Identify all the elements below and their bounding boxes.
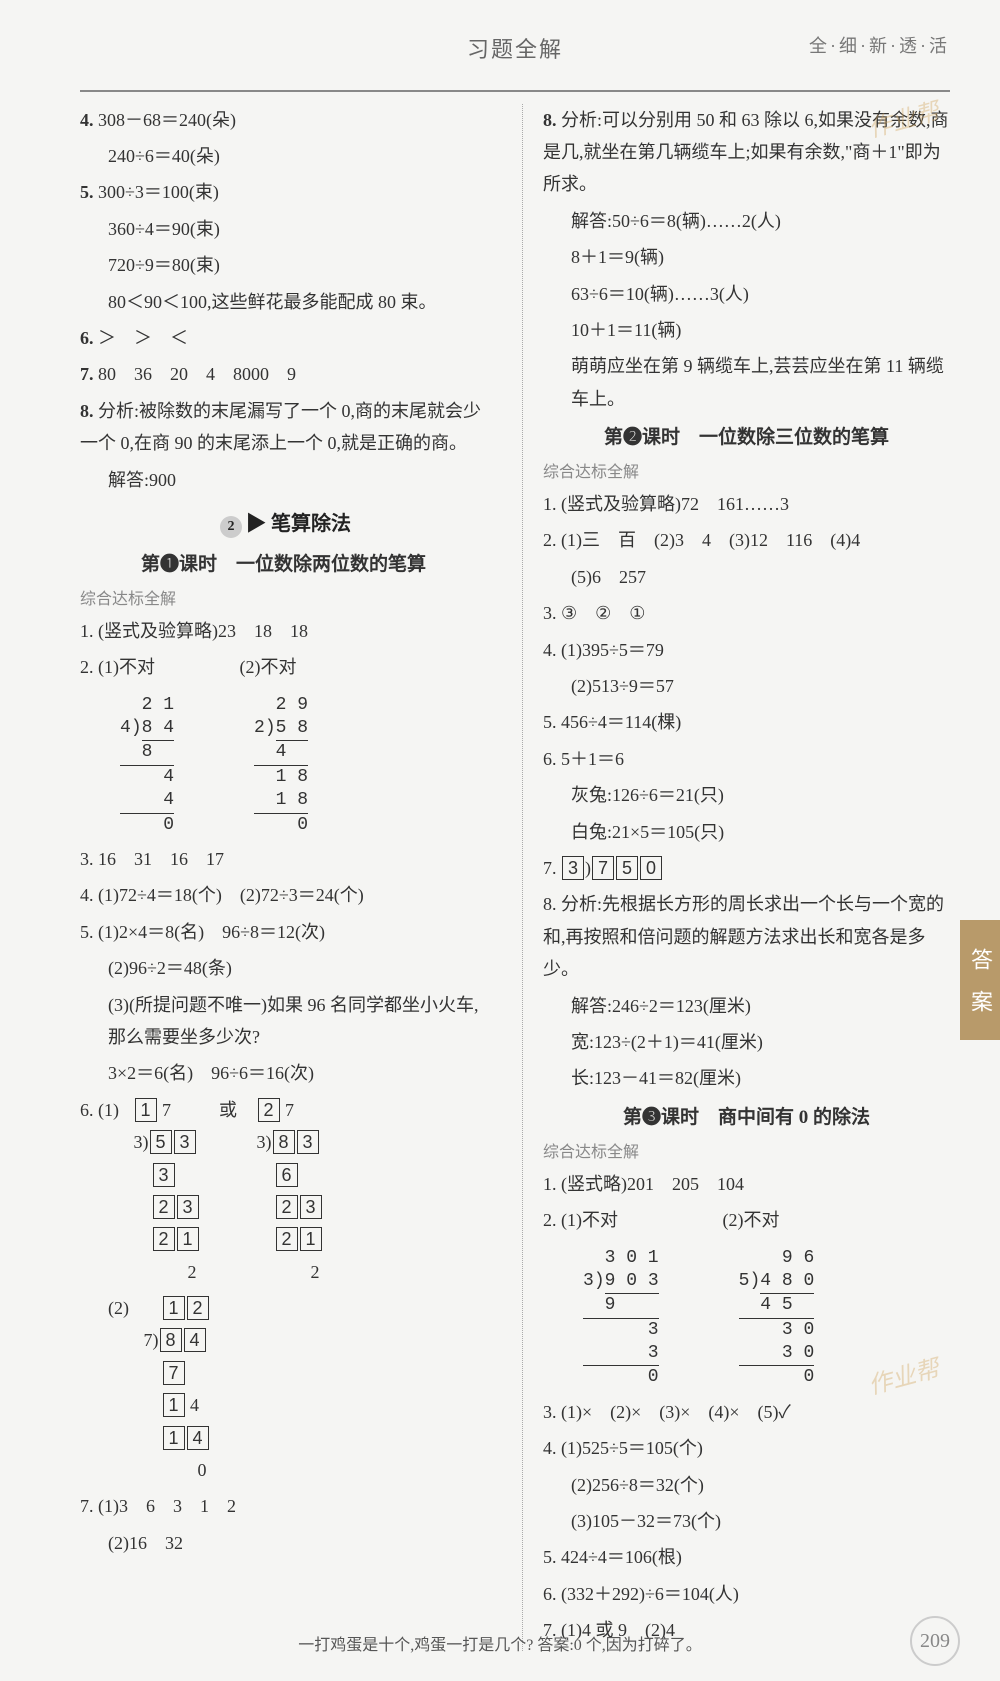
answer-item: 8. 分析:被除数的末尾漏写了一个 0,商的末尾就会少一个 0,在商 90 的末…	[80, 395, 487, 460]
answer-line: 解答:900	[80, 464, 487, 496]
answer-line: (2)513÷9＝57	[543, 670, 950, 702]
answer-line: 宽:123÷(2＋1)＝41(厘米)	[543, 1026, 950, 1058]
answer-item: 7. (1)3 6 3 1 2	[80, 1490, 487, 1522]
answer-item: 2. (1)三 百 (2)3 4 (3)12 116 (4)4	[543, 524, 950, 556]
answer-line: 63÷6＝10(辆)……3(人)	[543, 278, 950, 310]
answer-line: (3)105－32＝73(个)	[543, 1505, 950, 1537]
answer-item: 6. (1) 1 7 3)53 3 23 21 2 或 2 7 3)83 6 2…	[80, 1094, 487, 1288]
long-division: 2 9 2)5 8 4 1 8 1 8 0	[254, 694, 308, 837]
answer-item: 8. 分析:先根据长方形的周长求出一个长与一个宽的和,再按照和倍问题的解题方法求…	[543, 888, 950, 985]
header-tags: 全·细·新·透·活	[809, 30, 950, 62]
answer-item: 2. (1)不对 (2)不对	[543, 1204, 950, 1236]
longdiv-pair: 2 1 4)8 4 8 4 4 0 2 9 2)5 8 4 1 8 1 8 0	[80, 688, 487, 843]
answer-item: 1. (竖式及验算略)72 161……3	[543, 488, 950, 520]
page-number: 209	[910, 1616, 960, 1666]
answer-line: 白兔:21×5＝105(只)	[543, 816, 950, 848]
answer-item: 3. 16 31 16 17	[80, 843, 487, 875]
lesson-label: 综合达标全解	[543, 459, 950, 488]
page-container: 习题全解 全·细·新·透·活 作业帮 作业帮 4. 308－68＝240(朵) …	[0, 0, 1000, 1681]
footer-riddle: 一打鸡蛋是十个,鸡蛋一打是几个? 答案:0 个,因为打碎了。	[0, 1632, 1000, 1661]
answer-item: 3. ③ ② ①	[543, 597, 950, 629]
left-column: 4. 308－68＝240(朵) 240÷6＝40(朵) 5. 300÷3＝10…	[80, 104, 492, 1651]
answer-item: 5. 456÷4＝114(棵)	[543, 706, 950, 738]
answer-line: (2)16 32	[80, 1527, 487, 1559]
answer-line: (3)(所提问题不唯一)如果 96 名同学都坐小火车,那么需要坐多少次?	[80, 989, 487, 1054]
answer-line: (2)96÷2＝48(条)	[80, 952, 487, 984]
answer-line: 360÷4＝90(束)	[80, 213, 487, 245]
long-division: 2 1 4)8 4 8 4 4 0	[120, 694, 174, 837]
answer-item: (2) 12 7)84 7 1 4 14 0	[80, 1292, 487, 1486]
side-tab: 答案	[960, 920, 1000, 1040]
answer-line: 解答:50÷6＝8(辆)……2(人)	[543, 205, 950, 237]
lesson-title: 第❶课时 一位数除两位数的笔算	[80, 548, 487, 582]
answer-item: 1. (竖式及验算略)23 18 18	[80, 615, 487, 647]
answer-line: 10＋1＝11(辆)	[543, 314, 950, 346]
long-division: 3 0 1 3)9 0 3 9 3 3 0	[583, 1247, 659, 1390]
answer-item: 5. 424÷4＝106(根)	[543, 1541, 950, 1573]
answer-item: 5. (1)2×4＝8(名) 96÷8＝12(次)	[80, 916, 487, 948]
header-title: 习题全解	[467, 30, 563, 70]
answer-line: 长:123－41＝82(厘米)	[543, 1062, 950, 1094]
answer-item: 4. (1)525÷5＝105(个)	[543, 1432, 950, 1464]
answer-line: (2)256÷8＝32(个)	[543, 1469, 950, 1501]
answer-line: 720÷9＝80(束)	[80, 249, 487, 281]
right-column: 8. 分析:可以分别用 50 和 63 除以 6,如果没有余数,商是几,就坐在第…	[522, 104, 950, 1651]
answer-line: 萌萌应坐在第 9 辆缆车上,芸芸应坐在第 11 辆缆车上。	[543, 350, 950, 415]
answer-item: 6. ＞ ＞ ＜	[80, 322, 487, 354]
lesson-label: 综合达标全解	[80, 586, 487, 615]
header-divider	[80, 90, 950, 92]
answer-line: 3×2＝6(名) 96÷6＝16(次)	[80, 1057, 487, 1089]
lesson-title: 第❸课时 商中间有 0 的除法	[543, 1101, 950, 1135]
section-badge: 2	[220, 516, 242, 538]
section-title: 2▶ 笔算除法	[80, 506, 487, 542]
answer-item: 4. (1)395÷5＝79	[543, 634, 950, 666]
lesson-title: 第❷课时 一位数除三位数的笔算	[543, 421, 950, 455]
header: 习题全解 全·细·新·透·活	[80, 30, 950, 70]
answer-item: 7. 3)750	[543, 852, 950, 884]
answer-item: 7. 80 36 20 4 8000 9	[80, 358, 487, 390]
answer-line: 8＋1＝9(辆)	[543, 241, 950, 273]
answer-item: 1. (竖式略)201 205 104	[543, 1168, 950, 1200]
answer-line: 80＜90＜100,这些鲜花最多能配成 80 束。	[80, 286, 487, 318]
answer-line: (5)6 257	[543, 561, 950, 593]
answer-line: 解答:246÷2＝123(厘米)	[543, 990, 950, 1022]
answer-item: 2. (1)不对 (2)不对	[80, 651, 487, 683]
answer-item: 5. 300÷3＝100(束)	[80, 176, 487, 208]
answer-item: 6. (332＋292)÷6＝104(人)	[543, 1578, 950, 1610]
answer-item: 4. (1)72÷4＝18(个) (2)72÷3＝24(个)	[80, 879, 487, 911]
lesson-label: 综合达标全解	[543, 1139, 950, 1168]
answer-line: 灰兔:126÷6＝21(只)	[543, 779, 950, 811]
answer-item: 6. 5＋1＝6	[543, 743, 950, 775]
long-division: 9 6 5)4 8 0 4 5 3 0 3 0 0	[739, 1247, 815, 1390]
content-columns: 4. 308－68＝240(朵) 240÷6＝40(朵) 5. 300÷3＝10…	[80, 104, 950, 1651]
answer-item: 4. 308－68＝240(朵)	[80, 104, 487, 136]
answer-line: 240÷6＝40(朵)	[80, 140, 487, 172]
